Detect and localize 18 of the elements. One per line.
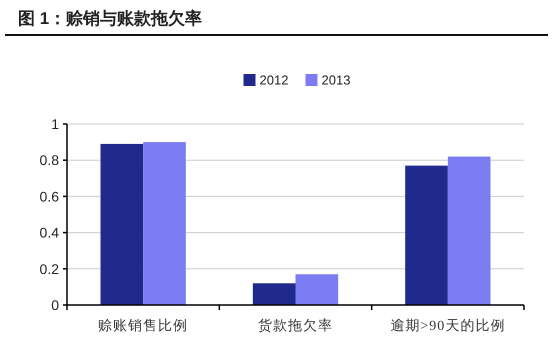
y-tick-label: 0.6 [40, 188, 60, 204]
x-tick-label: 逾期>90天的比例 [390, 318, 506, 334]
y-tick-label: 0 [51, 297, 60, 313]
bar [296, 274, 338, 305]
bar [448, 156, 490, 305]
chart-title: 图 1：赊销与账款拖欠率 [18, 9, 202, 28]
y-tick-label: 0.4 [40, 224, 60, 241]
x-tick-label: 货款拖欠率 [258, 318, 333, 334]
y-tick-label: 1 [51, 116, 60, 132]
bar [143, 142, 186, 305]
x-tick-label: 赊账销售比例 [98, 318, 188, 334]
y-tick-label: 0.8 [40, 152, 60, 168]
y-tick-label: 0.2 [40, 260, 60, 277]
bar [100, 144, 144, 305]
legend-label: 2012 [260, 72, 288, 88]
bar [405, 166, 448, 305]
legend-label: 2013 [322, 72, 350, 88]
bar [252, 283, 296, 305]
